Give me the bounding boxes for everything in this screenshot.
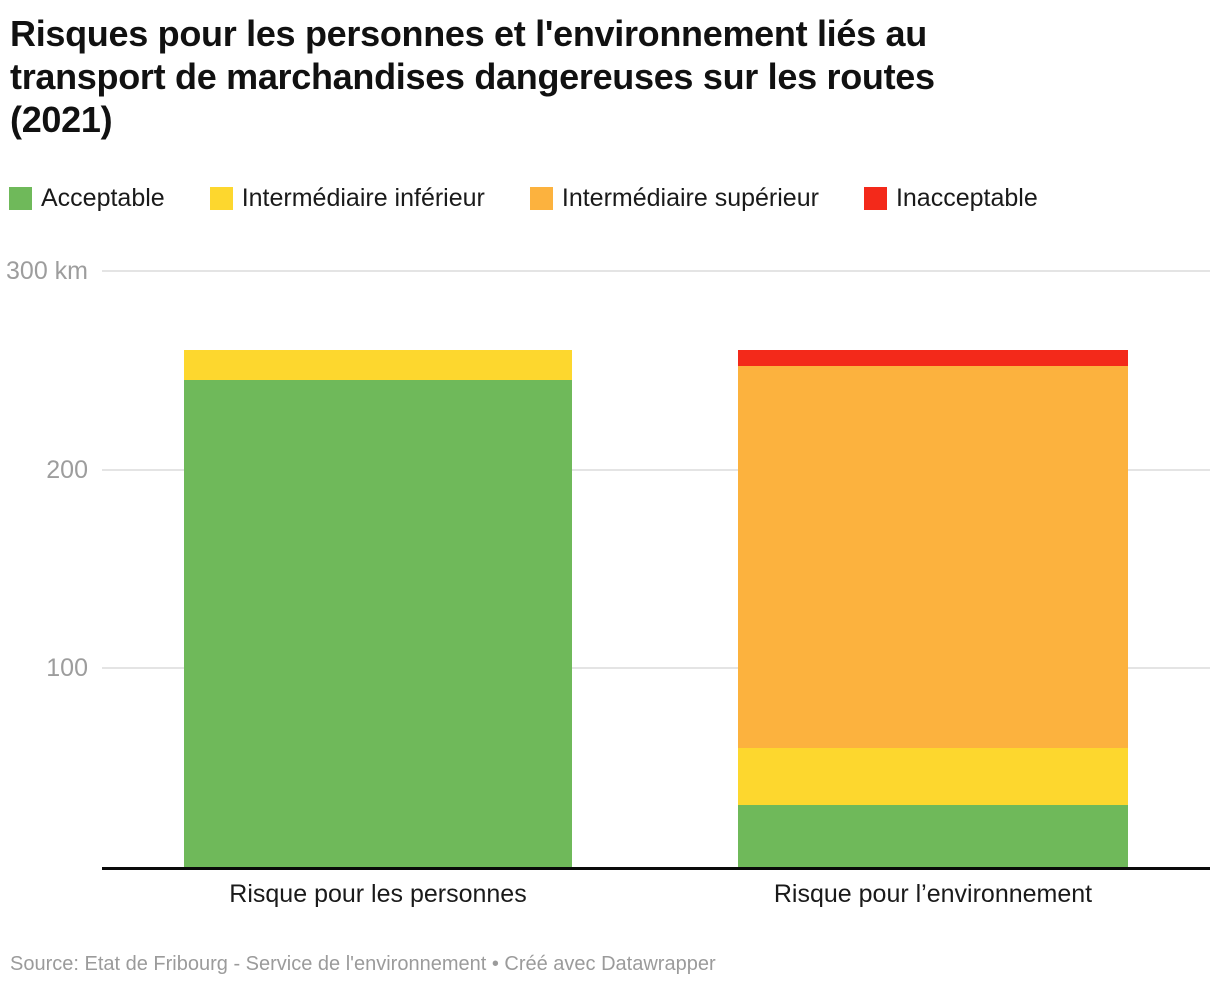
legend-swatch-intermediaire-superieur [529, 187, 553, 210]
legend-swatch-intermediaire-inferieur [209, 187, 233, 210]
legend: Acceptable Intermédiaire inférieur Inter… [9, 184, 1038, 213]
x-axis-category-label: Risque pour les personnes [229, 880, 527, 908]
y-axis-tick-label: 200 [46, 455, 88, 484]
legend-label: Inacceptable [895, 184, 1038, 212]
legend-item-inacceptable: Inacceptable [863, 184, 1038, 213]
gridline-200 [102, 468, 1210, 471]
legend-label: Intermédiaire supérieur [561, 184, 819, 212]
legend-swatch-inacceptable [863, 187, 887, 210]
legend-swatch-acceptable [9, 187, 32, 210]
bar-segment [738, 350, 1128, 367]
gridline-100 [102, 667, 1210, 670]
legend-label: Intermédiaire inférieur [241, 184, 485, 212]
bar-segment [738, 805, 1128, 867]
x-axis-category-label: Risque pour l’environnement [773, 880, 1093, 908]
bar-segment [184, 350, 572, 381]
legend-label: Acceptable [41, 184, 165, 212]
y-axis-tick-label: 100 [46, 654, 88, 683]
bar-segment [738, 366, 1128, 748]
legend-item-acceptable: Acceptable [9, 184, 165, 213]
gridline-300 [102, 270, 1210, 272]
source-attribution: Source: Etat de Fribourg - Service de l'… [10, 953, 716, 975]
bar-segment [184, 380, 572, 867]
legend-item-intermediaire-superieur: Intermédiaire supérieur [529, 184, 819, 213]
y-axis-tick-label: 300 km [6, 257, 88, 285]
bar-segment [738, 747, 1128, 806]
x-axis-line [102, 867, 1210, 870]
chart-title: Risques pour les personnes et l'environn… [10, 13, 935, 140]
legend-item-intermediaire-inferieur: Intermédiaire inférieur [209, 184, 485, 213]
